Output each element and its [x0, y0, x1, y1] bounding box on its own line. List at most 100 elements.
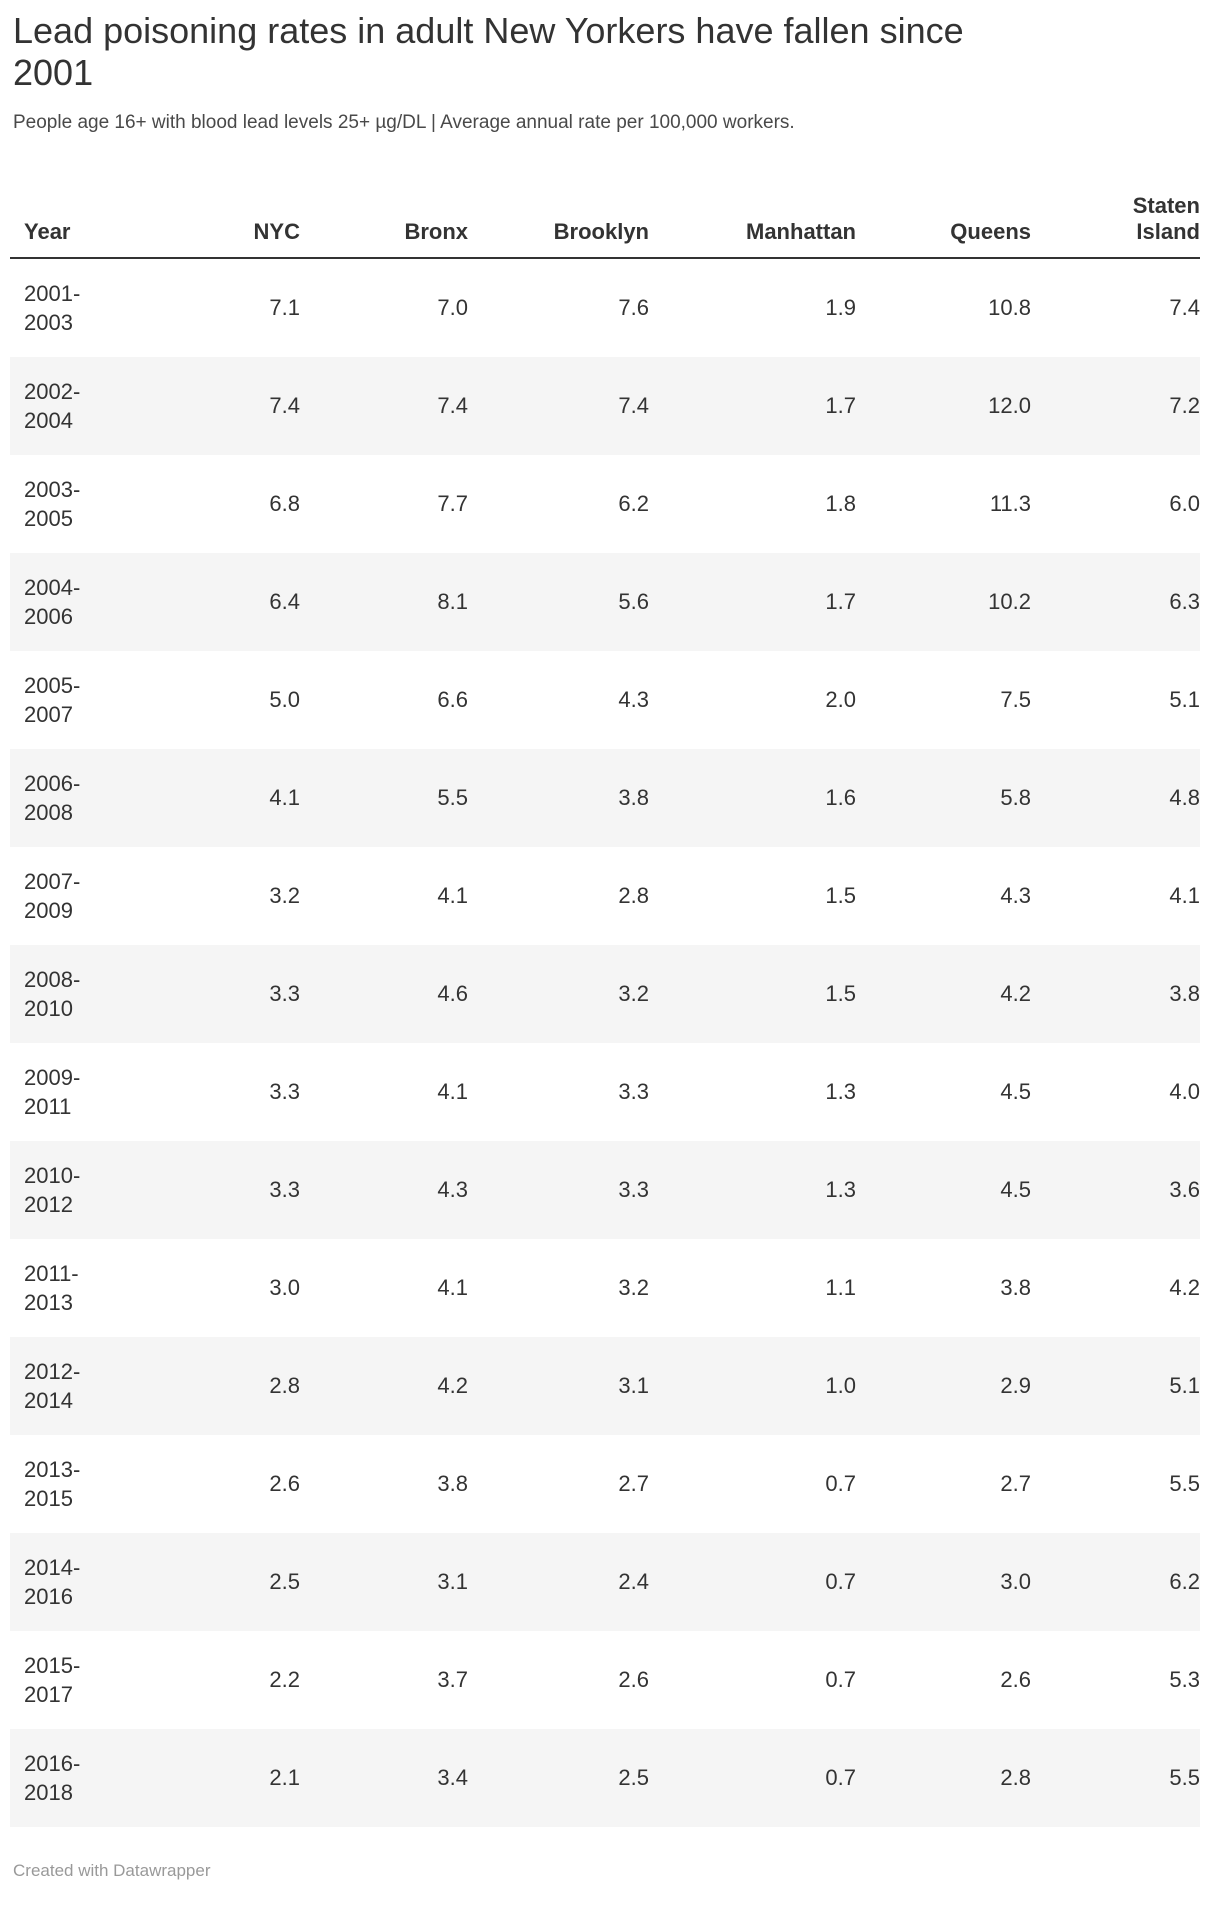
value-cell: 4.2: [1169, 1275, 1200, 1301]
value-cell: 4.1: [1169, 883, 1200, 909]
table-row: 2009-2011 3.3 4.1 3.3 1.3 4.5 4.0: [10, 1043, 1200, 1141]
value-cell: 7.4: [269, 393, 300, 419]
value-cell: 4.3: [437, 1177, 468, 1203]
value-cell: 3.3: [269, 1177, 300, 1203]
column-header-manhattan: Manhattan: [649, 162, 856, 259]
value-cell: 3.1: [618, 1373, 649, 1399]
value-cell: 5.0: [269, 687, 300, 713]
value-cell: 5.5: [437, 785, 468, 811]
value-cell: 2.1: [269, 1765, 300, 1791]
value-cell: 1.3: [825, 1079, 856, 1105]
year-cell: 2015-2017: [24, 1652, 81, 1707]
value-cell: 1.3: [825, 1177, 856, 1203]
value-cell: 2.8: [1000, 1765, 1031, 1791]
value-cell: 1.8: [825, 491, 856, 517]
value-cell: 5.1: [1169, 1373, 1200, 1399]
value-cell: 1.9: [825, 295, 856, 321]
value-cell: 3.8: [618, 785, 649, 811]
value-cell: 4.2: [1000, 981, 1031, 1007]
value-cell: 2.7: [1000, 1471, 1031, 1497]
value-cell: 5.5: [1169, 1765, 1200, 1791]
year-cell: 2012-2014: [24, 1358, 81, 1413]
year-cell: 2008-2010: [24, 966, 81, 1021]
attribution-footer: Created with Datawrapper: [13, 1861, 1210, 1881]
value-cell: 5.8: [1000, 785, 1031, 811]
value-cell: 7.4: [618, 393, 649, 419]
value-cell: 1.7: [825, 393, 856, 419]
year-cell: 2006-2008: [24, 770, 81, 825]
value-cell: 2.5: [618, 1765, 649, 1791]
value-cell: 2.6: [269, 1471, 300, 1497]
value-cell: 1.0: [825, 1373, 856, 1399]
value-cell: 4.6: [437, 981, 468, 1007]
value-cell: 4.1: [437, 1275, 468, 1301]
value-cell: 4.0: [1169, 1079, 1200, 1105]
value-cell: 7.5: [1000, 687, 1031, 713]
year-cell: 2013-2015: [24, 1456, 81, 1511]
table-row: 2002-2004 7.4 7.4 7.4 1.7 12.0 7.2: [10, 356, 1200, 455]
value-cell: 2.5: [269, 1569, 300, 1595]
year-cell: 2001-2003: [24, 280, 81, 335]
value-cell: 3.2: [618, 981, 649, 1007]
value-cell: 3.8: [1169, 981, 1200, 1007]
table-row: 2007-2009 3.2 4.1 2.8 1.5 4.3 4.1: [10, 847, 1200, 945]
column-header-brooklyn: Brooklyn: [468, 162, 649, 259]
value-cell: 4.5: [1000, 1177, 1031, 1203]
value-cell: 6.4: [269, 589, 300, 615]
table-header-row: Year NYC Bronx Brooklyn Manhattan Queens State…: [10, 162, 1200, 259]
value-cell: 4.8: [1169, 785, 1200, 811]
value-cell: 8.1: [437, 589, 468, 615]
table-row: 2003-2005 6.8 7.7 6.2 1.8 11.3 6.0: [10, 455, 1200, 553]
value-cell: 7.4: [1169, 295, 1200, 321]
column-header-nyc: NYC: [150, 162, 300, 259]
value-cell: 2.8: [618, 883, 649, 909]
table-row: 2005-2007 5.0 6.6 4.3 2.0 7.5 5.1: [10, 651, 1200, 749]
value-cell: 1.5: [825, 883, 856, 909]
value-cell: 2.4: [618, 1569, 649, 1595]
value-cell: 4.3: [1000, 883, 1031, 909]
year-cell: 2016-2018: [24, 1750, 81, 1805]
value-cell: 1.7: [825, 589, 856, 615]
value-cell: 0.7: [825, 1471, 856, 1497]
value-cell: 3.2: [618, 1275, 649, 1301]
year-cell: 2004-2006: [24, 574, 81, 629]
value-cell: 3.6: [1169, 1177, 1200, 1203]
value-cell: 3.3: [618, 1079, 649, 1105]
value-cell: 7.7: [437, 491, 468, 517]
year-cell: 2011-2013: [24, 1260, 79, 1315]
table-row: 2001-2003 7.1 7.0 7.6 1.9 10.8 7.4: [10, 258, 1200, 357]
value-cell: 2.6: [618, 1667, 649, 1693]
table-row: 2008-2010 3.3 4.6 3.2 1.5 4.2 3.8: [10, 944, 1200, 1043]
value-cell: 1.5: [825, 981, 856, 1007]
value-cell: 3.7: [437, 1667, 468, 1693]
year-cell: 2002-2004: [24, 378, 81, 433]
value-cell: 3.4: [437, 1765, 468, 1791]
data-table: Year NYC Bronx Brooklyn Manhattan Queens State…: [10, 162, 1200, 1827]
value-cell: 4.2: [437, 1373, 468, 1399]
table-row: 2011-2013 3.0 4.1 3.2 1.1 3.8 4.2: [10, 1239, 1200, 1337]
value-cell: 5.5: [1169, 1471, 1200, 1497]
year-cell: 2010-2012: [24, 1162, 81, 1217]
datawrapper-credit-link[interactable]: Created with Datawrapper: [13, 1860, 211, 1880]
value-cell: 4.1: [269, 785, 300, 811]
value-cell: 12.0: [988, 393, 1031, 419]
value-cell: 3.3: [269, 1079, 300, 1105]
value-cell: 0.7: [825, 1667, 856, 1693]
value-cell: 2.9: [1000, 1373, 1031, 1399]
value-cell: 1.1: [825, 1275, 856, 1301]
value-cell: 3.8: [437, 1471, 468, 1497]
value-cell: 6.0: [1169, 491, 1200, 517]
table-row: 2010-2012 3.3 4.3 3.3 1.3 4.5 3.6: [10, 1140, 1200, 1239]
value-cell: 6.2: [618, 491, 649, 517]
value-cell: 6.3: [1169, 589, 1200, 615]
table-row: 2014-2016 2.5 3.1 2.4 0.7 3.0 6.2: [10, 1532, 1200, 1631]
value-cell: 2.6: [1000, 1667, 1031, 1693]
column-header-bronx: Bronx: [300, 162, 468, 259]
value-cell: 0.7: [825, 1569, 856, 1595]
table-row: 2016-2018 2.1 3.4 2.5 0.7 2.8 5.5: [10, 1728, 1200, 1827]
year-cell: 2009-2011: [24, 1064, 81, 1119]
value-cell: 10.8: [988, 295, 1031, 321]
value-cell: 7.1: [269, 295, 300, 321]
value-cell: 2.2: [269, 1667, 300, 1693]
